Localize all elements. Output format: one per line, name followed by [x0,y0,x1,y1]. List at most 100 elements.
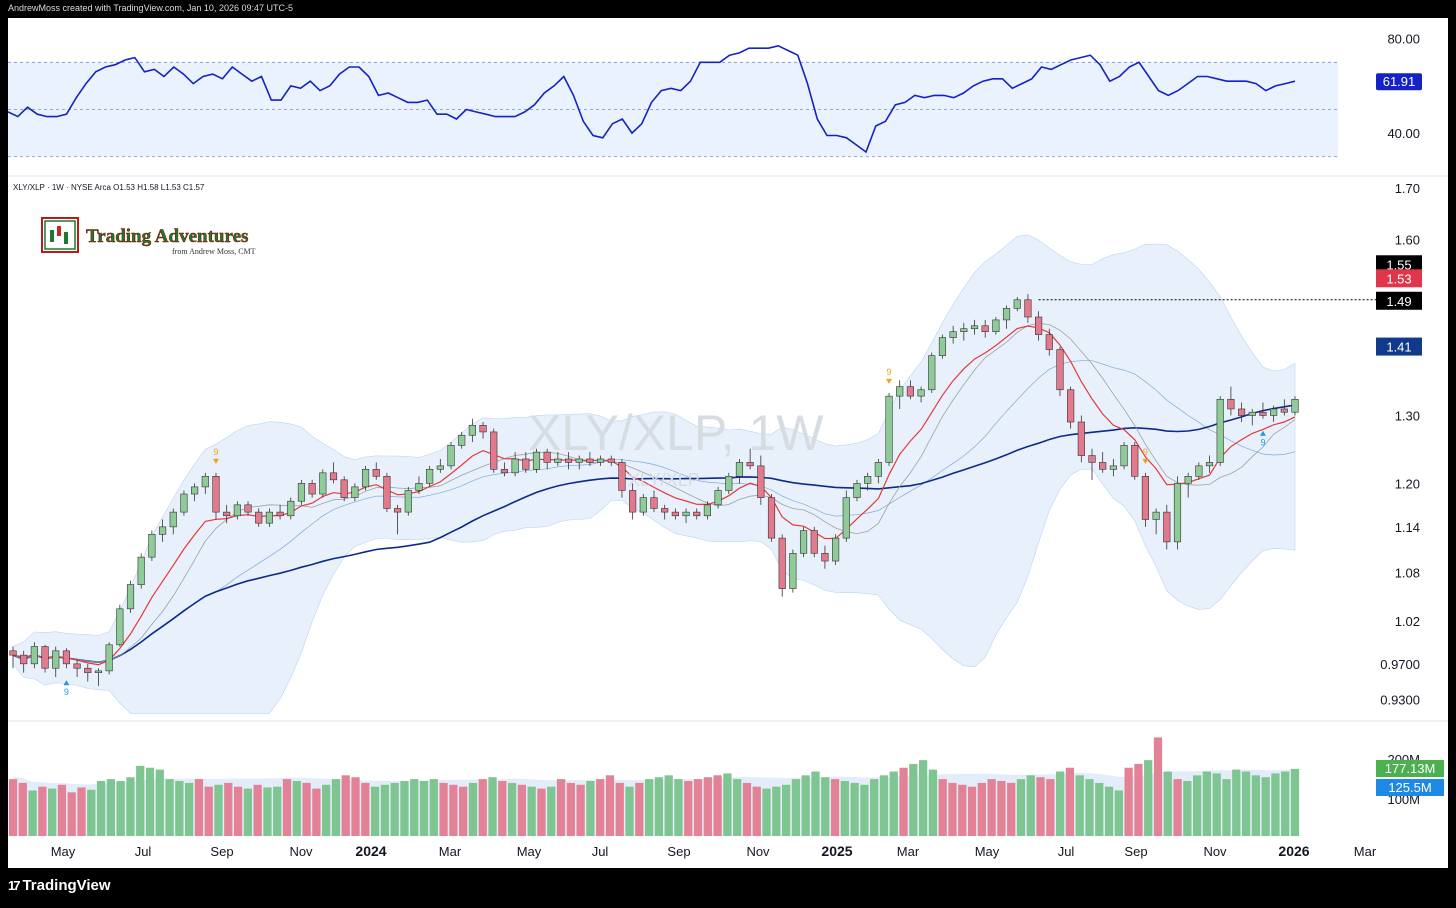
candle[interactable] [255,508,263,527]
volume-bar[interactable] [1046,779,1055,836]
volume-bar[interactable] [1075,775,1084,836]
volume-bar[interactable] [136,765,145,836]
volume-bar[interactable] [1065,767,1075,836]
volume-bar[interactable] [341,775,350,836]
volume-bar[interactable] [1232,769,1241,836]
volume-bar[interactable] [1183,781,1192,836]
volume-bar[interactable] [576,784,585,836]
candle[interactable] [244,501,252,516]
volume-bar[interactable] [547,786,556,836]
candle[interactable] [383,472,391,513]
candle[interactable] [94,668,103,686]
volume-bar[interactable] [370,786,380,836]
volume-bar[interactable] [772,786,781,836]
volume-bar[interactable] [1222,779,1231,836]
volume-bar[interactable] [57,784,67,836]
volume-bar[interactable] [1290,768,1300,836]
volume-bar[interactable] [987,779,996,836]
volume-bar[interactable] [967,786,977,836]
volume-bar[interactable] [654,777,664,836]
volume-bar[interactable] [204,786,213,836]
candle[interactable] [853,479,861,502]
volume-bar[interactable] [566,782,575,836]
candle[interactable] [500,462,509,477]
volume-bar[interactable] [361,782,370,836]
volume-bar[interactable] [185,782,194,836]
candle[interactable] [158,519,167,542]
candle[interactable] [1270,405,1278,423]
volume-bar[interactable] [429,779,438,836]
candle[interactable] [1173,476,1182,550]
volume-bar[interactable] [400,781,409,836]
volume-bar[interactable] [1134,763,1143,836]
candle[interactable] [735,458,744,484]
candle[interactable] [671,508,679,520]
candle[interactable] [778,534,786,597]
volume-bar[interactable] [322,784,331,836]
candle[interactable] [1067,386,1075,429]
volume-bar[interactable] [38,786,47,836]
volume-bar[interactable] [468,782,478,836]
symbol-info[interactable]: XLY/XLP · 1W · NYSE Arca O1.53 H1.58 L1.… [13,183,205,192]
volume-bar[interactable] [116,781,125,836]
volume-bar[interactable] [596,779,605,836]
volume-bar[interactable] [821,777,830,836]
volume-bar[interactable] [194,779,204,836]
volume-bar[interactable] [380,784,390,836]
candle[interactable] [223,504,231,524]
volume-bar[interactable] [175,781,184,836]
candle[interactable] [799,526,808,558]
candle[interactable] [20,650,28,673]
volume-bar[interactable] [644,779,654,836]
volume-bar[interactable] [67,792,76,836]
candle[interactable] [116,604,124,647]
candle[interactable] [693,508,701,520]
candle[interactable] [1013,296,1021,312]
volume-bar[interactable] [801,775,810,836]
candle[interactable] [1184,472,1192,498]
volume-bar[interactable] [449,784,458,836]
candle[interactable] [1035,311,1043,341]
candle[interactable] [629,483,637,520]
volume-bar[interactable] [556,779,566,836]
volume-bar[interactable] [87,789,96,836]
volume-bar[interactable] [997,781,1006,836]
volume-bar[interactable] [605,775,615,836]
volume-bar[interactable] [1085,779,1094,836]
volume-bar[interactable] [860,784,869,836]
volume-bar[interactable] [830,779,840,836]
volume-bar[interactable] [1202,771,1212,836]
volume-bar[interactable] [1261,777,1270,836]
candle[interactable] [84,663,92,682]
volume-bar[interactable] [664,775,673,836]
candle[interactable] [970,319,979,335]
volume-bar[interactable] [302,782,311,836]
volume-bar[interactable] [1124,767,1133,836]
volume-bar[interactable] [126,777,135,836]
candle[interactable] [191,483,199,502]
volume-bar[interactable] [1114,790,1123,836]
volume-bar[interactable] [791,779,801,836]
candle[interactable] [105,642,113,675]
volume-bar[interactable] [840,781,849,836]
volume-bar[interactable] [1036,777,1045,836]
candle[interactable] [287,497,295,520]
candle[interactable] [1152,508,1160,535]
candle[interactable] [297,479,306,505]
volume-bar[interactable] [273,786,282,836]
candle[interactable] [703,501,712,520]
volume-bar[interactable] [1212,773,1221,836]
candle[interactable] [1024,294,1032,323]
candle[interactable] [404,486,412,516]
candle[interactable] [874,458,882,484]
volume-bar[interactable] [938,779,947,836]
candle[interactable] [1237,402,1246,423]
volume-bar[interactable] [106,779,115,836]
candle[interactable] [564,452,573,470]
candle[interactable] [596,455,605,466]
candle[interactable] [1141,472,1150,527]
volume-bar[interactable] [145,767,155,836]
chart-svg[interactable]: 80.00 40.00 61.91 9 9 9 9 9 1.70 1.60 1.30 1.20 1.1… [8,18,1448,868]
candle[interactable] [928,352,936,393]
volume-bar[interactable] [233,786,243,836]
